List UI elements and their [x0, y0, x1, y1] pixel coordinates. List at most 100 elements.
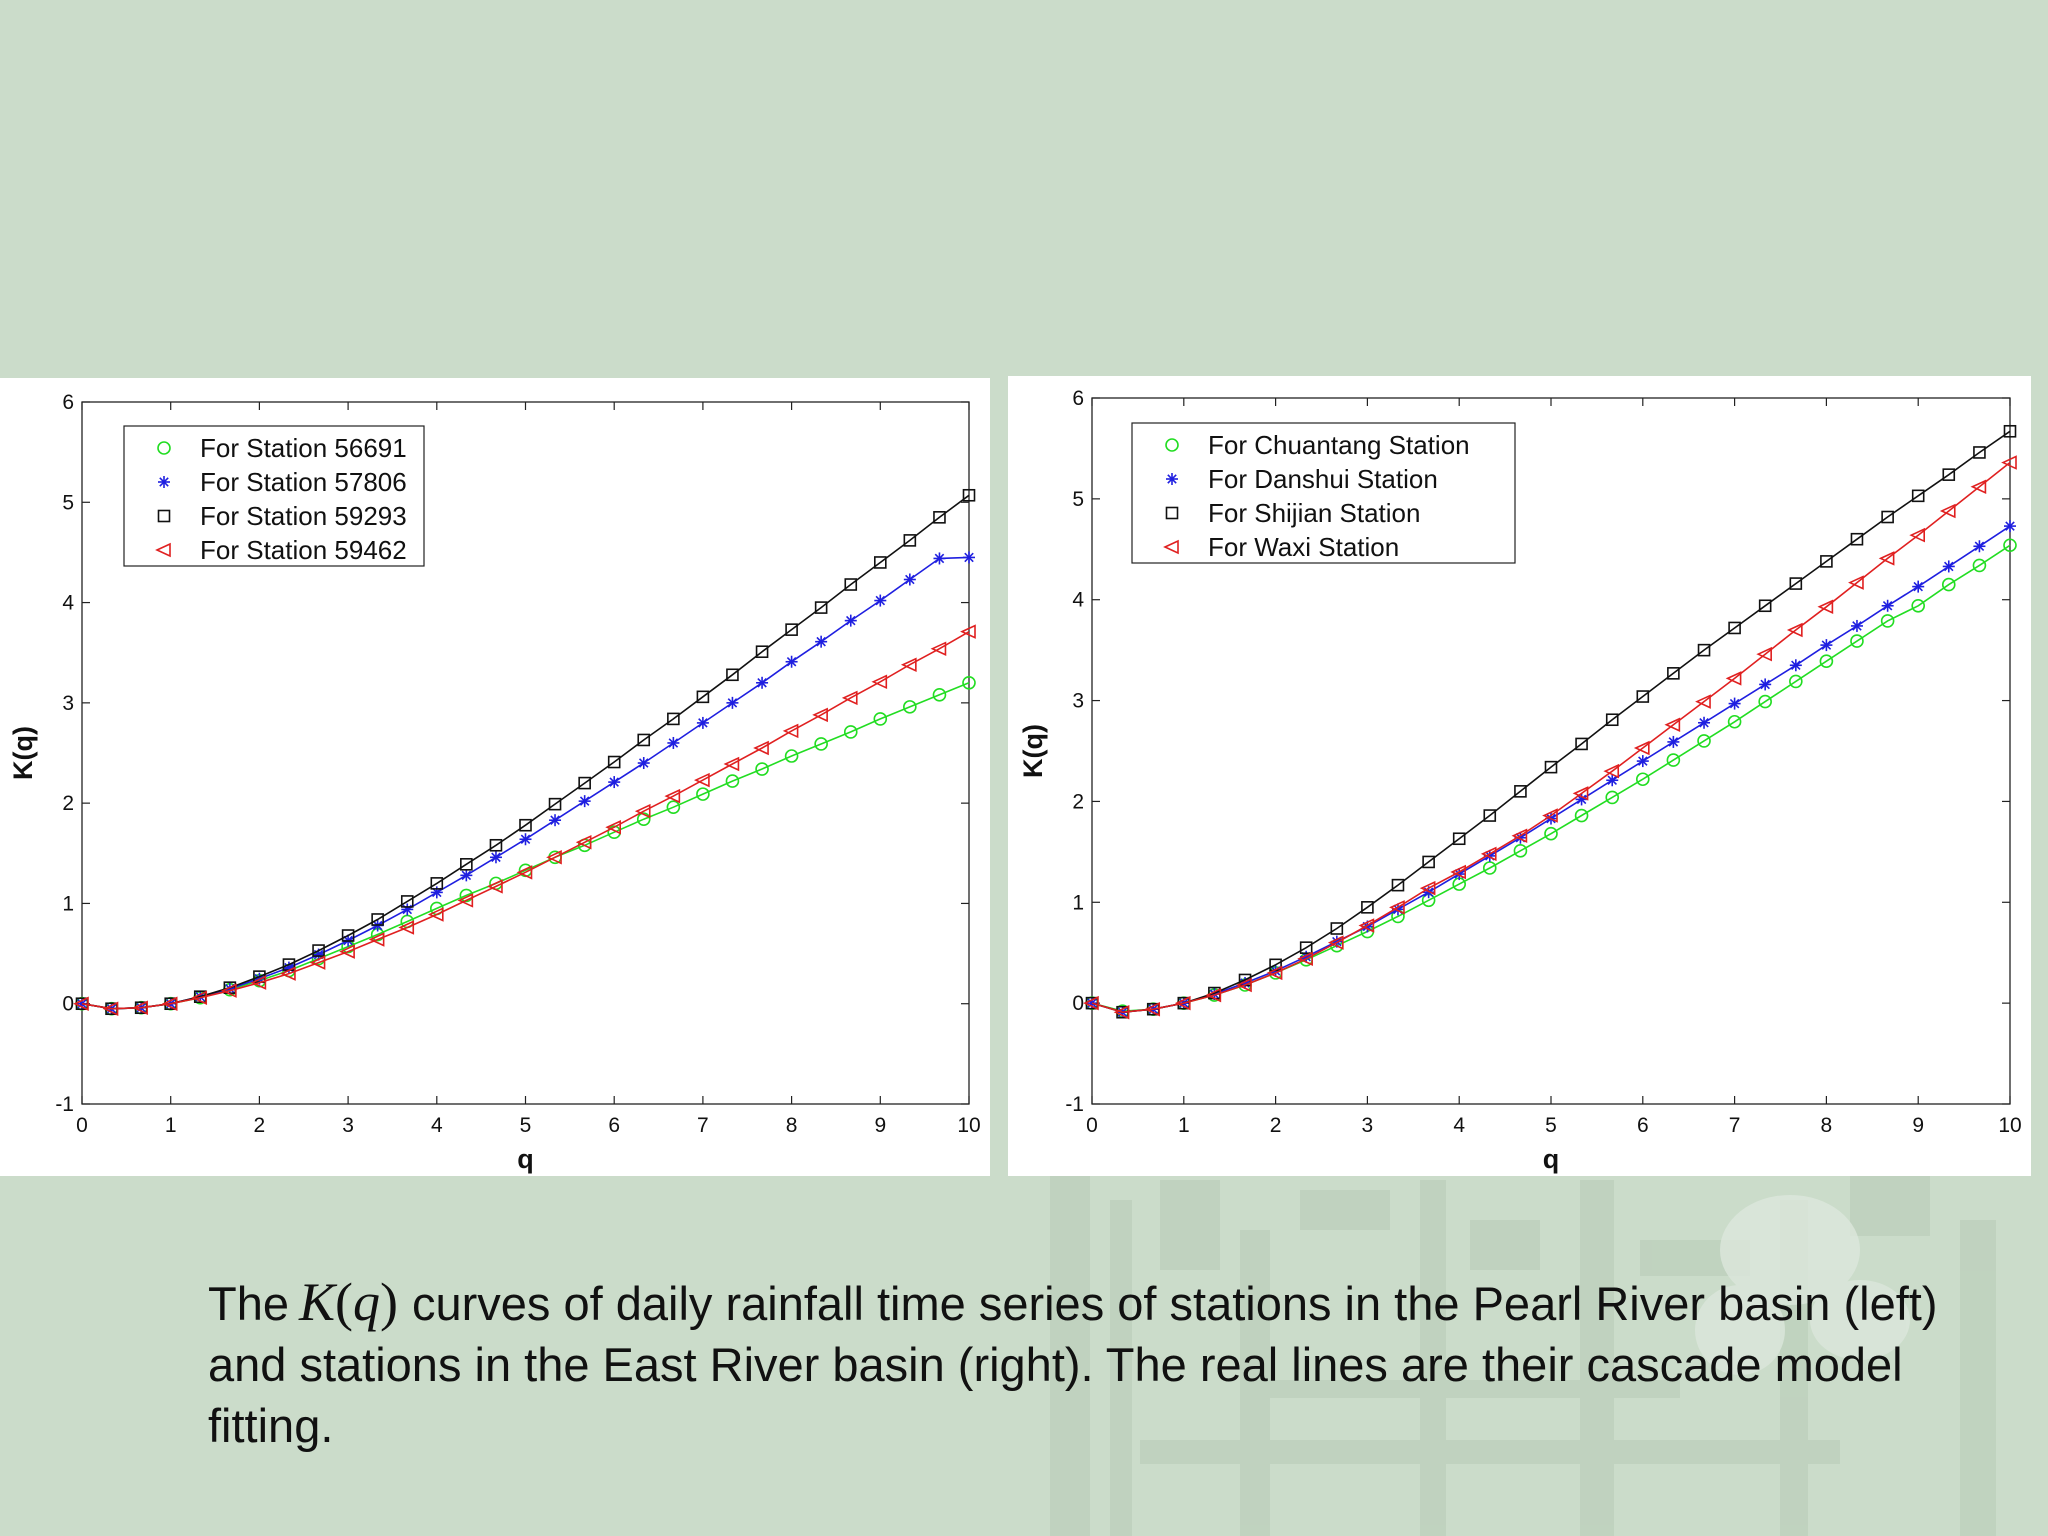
data-point — [1605, 790, 1620, 805]
y-tick-label: 5 — [62, 491, 74, 514]
legend-entry: For Station 57806 — [200, 467, 407, 497]
x-tick-label: 0 — [1086, 1114, 1098, 1137]
x-tick-label: 1 — [165, 1114, 177, 1137]
data-point — [1789, 659, 1802, 672]
data-point — [430, 877, 444, 890]
data-point — [812, 707, 828, 723]
data-point — [1633, 740, 1650, 756]
x-axis-label: q — [1543, 1144, 1560, 1174]
data-point — [1574, 808, 1589, 823]
caption-math: K(q) — [299, 1272, 398, 1332]
y-tick-label: 6 — [62, 391, 74, 414]
data-point — [1205, 987, 1222, 1003]
x-tick-label: 1 — [1178, 1114, 1190, 1137]
data-point — [1941, 577, 1956, 592]
legend-box — [123, 425, 425, 567]
x-tick-label: 5 — [520, 1114, 532, 1137]
data-point — [280, 966, 296, 981]
data-point — [844, 578, 858, 591]
data-point — [726, 668, 739, 682]
series-3 — [75, 488, 976, 1016]
legend-marker — [1166, 473, 1178, 485]
data-point — [1850, 634, 1864, 648]
data-point — [1480, 846, 1497, 862]
data-point — [546, 850, 562, 865]
caption-text-before: The — [208, 1277, 289, 1330]
data-point — [667, 736, 680, 749]
data-point — [903, 534, 917, 547]
data-point — [1819, 654, 1834, 669]
data-point — [1636, 690, 1650, 703]
data-point — [1450, 864, 1467, 880]
data-point — [637, 733, 651, 747]
x-axis-label: q — [517, 1144, 534, 1174]
data-point — [726, 696, 739, 709]
data-point — [608, 776, 621, 789]
data-point — [753, 740, 769, 756]
data-point — [1880, 614, 1895, 628]
data-point — [1391, 878, 1405, 892]
data-point — [1728, 621, 1741, 635]
data-point — [844, 614, 857, 627]
data-point — [1358, 918, 1375, 933]
x-tick-label: 3 — [342, 1114, 354, 1137]
data-point — [339, 944, 355, 959]
data-point — [1422, 855, 1435, 869]
data-point — [1725, 671, 1742, 686]
data-point — [1113, 1004, 1130, 1020]
data-point — [1942, 468, 1956, 481]
y-tick-label: 4 — [62, 592, 74, 615]
data-point — [1727, 714, 1742, 729]
fit-line — [1091, 461, 2011, 1014]
data-point — [755, 645, 769, 659]
data-point — [309, 955, 326, 970]
series-2 — [1086, 520, 2016, 1019]
y-tick-label: 0 — [1072, 992, 1084, 1015]
legend-marker — [155, 542, 171, 558]
data-point — [1972, 558, 1987, 573]
data-point — [1514, 785, 1527, 798]
x-tick-label: 10 — [1998, 1114, 2021, 1137]
y-tick-label: 2 — [62, 792, 74, 815]
data-point — [637, 757, 650, 770]
data-point — [605, 819, 622, 835]
data-point — [1911, 489, 1925, 503]
data-point — [843, 725, 858, 739]
legend-marker — [1163, 539, 1179, 555]
data-point — [457, 893, 474, 908]
data-point — [401, 903, 414, 916]
y-axis-label: K(q) — [8, 726, 38, 780]
left-chart-panel: 0 1 2 3 4 5 6 7 8 9 10 -1 0 1 2 3 4 5 6 q K(q) For Station 56… — [0, 378, 990, 1176]
data-point — [1636, 755, 1649, 768]
data-point — [1789, 674, 1803, 689]
data-point — [1973, 540, 1986, 553]
data-point — [161, 996, 178, 1011]
series-1 — [75, 675, 976, 1016]
x-tick-label: 2 — [1270, 1114, 1282, 1137]
data-point — [1236, 977, 1252, 993]
data-point — [519, 833, 532, 846]
data-point — [1820, 639, 1833, 652]
data-point — [460, 869, 473, 882]
data-point — [874, 594, 887, 607]
legend-entry: For Danshui Station — [1208, 464, 1438, 494]
data-point — [1970, 479, 1987, 495]
x-tick-label: 10 — [957, 1114, 980, 1137]
x-tick-label: 4 — [1453, 1114, 1465, 1137]
data-point — [1759, 678, 1772, 691]
data-point — [1695, 694, 1711, 709]
data-point — [2004, 520, 2016, 533]
data-point — [785, 655, 798, 668]
data-point — [1575, 793, 1588, 806]
data-point — [1606, 774, 1619, 787]
data-point — [1542, 808, 1558, 823]
legend-entry: For Station 56691 — [200, 433, 407, 463]
data-point — [1909, 527, 1926, 543]
y-tick-label: 1 — [62, 892, 74, 915]
data-point — [1083, 995, 1099, 1011]
legend-entry: For Station 59462 — [200, 535, 407, 565]
data-point — [578, 776, 591, 790]
data-point — [102, 1001, 119, 1016]
legend-marker — [157, 441, 171, 455]
data-point — [815, 635, 828, 648]
